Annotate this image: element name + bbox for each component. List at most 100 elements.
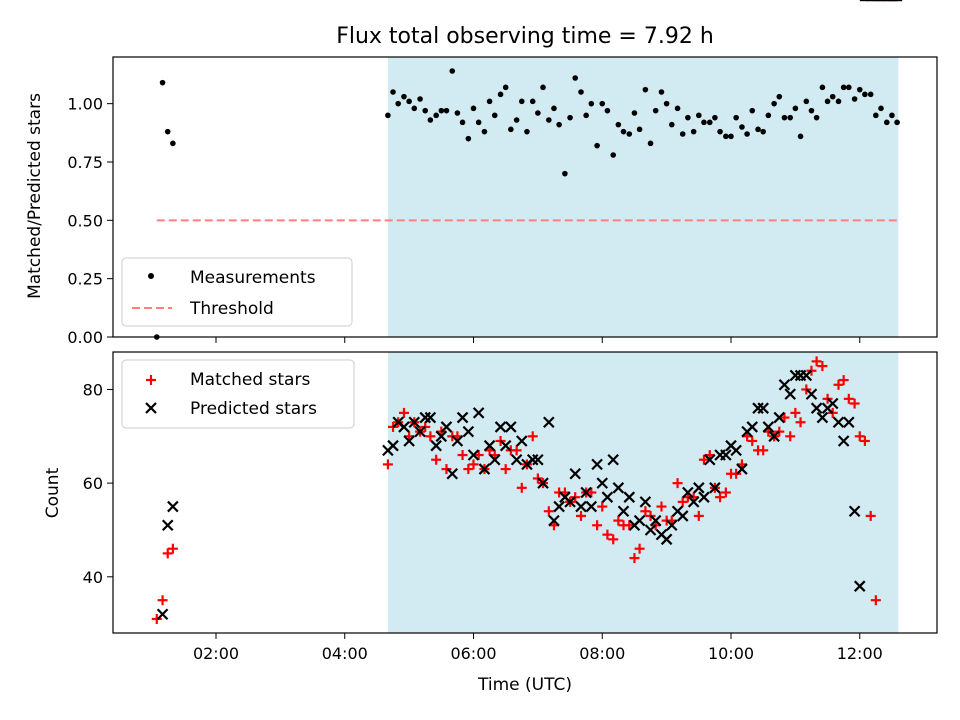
measurement-point xyxy=(610,152,616,158)
measurement-point xyxy=(883,119,890,126)
predicted-stars-series xyxy=(156,0,903,621)
y-tick-label: 40 xyxy=(83,568,103,587)
matched-star-point xyxy=(516,482,527,493)
x-tick-label: 04:00 xyxy=(322,644,368,663)
matched-star-point xyxy=(720,487,731,498)
matched-star-point xyxy=(511,445,522,456)
predicted-star-point xyxy=(414,425,426,438)
matched-star-point xyxy=(431,454,442,465)
predicted-star-point xyxy=(532,453,544,466)
predicted-star-point xyxy=(633,514,646,527)
matched-star-point xyxy=(398,407,409,418)
measurement-point xyxy=(620,128,627,135)
matched-star-point xyxy=(157,595,168,606)
matched-star-point xyxy=(843,393,854,404)
matched-star-point xyxy=(468,459,479,470)
matched-star-point xyxy=(747,435,758,446)
measurement-point xyxy=(164,128,171,135)
matched-star-point xyxy=(849,398,860,409)
measurement-point xyxy=(706,119,713,126)
predicted-star-point xyxy=(853,580,866,592)
measurement-point xyxy=(835,98,842,105)
matched-star-point xyxy=(672,478,683,489)
matched-star-point xyxy=(629,553,640,564)
y-tick-label: 80 xyxy=(83,380,103,399)
measurement-point xyxy=(701,119,707,126)
predicted-star-point xyxy=(649,514,662,527)
legend-bottom: Matched stars Predicted stars xyxy=(121,359,355,429)
y-axis-label-ratio: Matched/Predicted stars xyxy=(25,93,45,299)
predicted-star-point xyxy=(682,486,694,499)
legend-top: Measurements Threshold xyxy=(121,257,353,327)
predicted-star-point xyxy=(440,421,453,433)
measurement-point xyxy=(749,107,756,114)
predicted-star-point xyxy=(543,416,555,429)
predicted-star-point xyxy=(810,402,823,414)
measurement-point xyxy=(862,91,868,98)
matched-star-point xyxy=(463,464,474,475)
measurement-point xyxy=(781,114,788,121)
predicted-star-point xyxy=(467,449,480,461)
legend-label-matched: Matched stars xyxy=(190,370,310,390)
predicted-star-point xyxy=(698,491,710,503)
measurement-point xyxy=(438,107,445,114)
predicted-star-point xyxy=(161,519,174,532)
predicted-star-point xyxy=(488,453,501,466)
predicted-star-point xyxy=(639,496,652,508)
measurement-point xyxy=(513,117,520,123)
y-axis-ticks: 0.00 0.25 0.50 0.75 1.00 xyxy=(67,95,113,347)
measurement-point xyxy=(647,140,654,147)
predicted-star-point xyxy=(585,500,598,513)
predicted-star-point xyxy=(456,411,469,424)
measurement-point xyxy=(459,119,466,126)
predicted-star-point xyxy=(446,467,459,480)
measurement-point xyxy=(540,84,546,91)
predicted-star-point xyxy=(612,482,625,494)
measurement-point xyxy=(588,100,595,107)
matched-star-point xyxy=(624,520,635,531)
measurement-point xyxy=(636,126,643,133)
measurement-point xyxy=(717,128,723,135)
matched-star-point xyxy=(656,501,667,512)
matched-star-point xyxy=(715,492,726,503)
measurement-point xyxy=(797,133,804,140)
matched-star-point xyxy=(613,515,624,526)
matched-star-point xyxy=(859,435,870,446)
predicted-star-point xyxy=(800,369,813,382)
matched-star-point xyxy=(698,454,709,465)
predicted-star-point xyxy=(494,421,507,433)
measurement-point xyxy=(739,124,745,130)
matched-star-point xyxy=(785,431,796,442)
matched-star-point xyxy=(693,510,704,521)
x-axis-label-time: Time (UTC) xyxy=(477,675,572,695)
measurement-point xyxy=(562,170,568,177)
measurement-point xyxy=(626,131,633,137)
measurement-point xyxy=(679,131,686,137)
predicted-star-point xyxy=(430,439,442,452)
measurement-point xyxy=(792,105,799,112)
predicted-star-point xyxy=(408,416,421,429)
measurement-point xyxy=(631,110,638,116)
measurement-point xyxy=(776,93,783,100)
legend-label-measurements: Measurements xyxy=(190,268,316,288)
matched-star-point xyxy=(151,613,162,624)
matched-star-point xyxy=(854,431,865,442)
measurement-point xyxy=(594,142,600,149)
predicted-star-point xyxy=(483,439,496,452)
legend-marker-matched xyxy=(146,375,156,385)
measurement-point xyxy=(454,110,461,116)
measurement-point xyxy=(690,128,697,135)
predicted-star-point xyxy=(644,524,657,536)
measurement-point xyxy=(760,128,766,135)
predicted-star-point xyxy=(773,411,786,424)
matched-star-point xyxy=(790,407,801,418)
predicted-star-point xyxy=(709,482,721,494)
measurement-point xyxy=(411,105,418,112)
measurement-point xyxy=(771,100,777,107)
y-tick-label: 60 xyxy=(83,474,103,493)
predicted-star-point xyxy=(816,411,829,424)
predicted-star-point xyxy=(403,435,415,447)
x-tick-label: 02:00 xyxy=(193,644,239,663)
predicted-star-point xyxy=(736,463,748,475)
matched-star-point xyxy=(473,450,484,461)
